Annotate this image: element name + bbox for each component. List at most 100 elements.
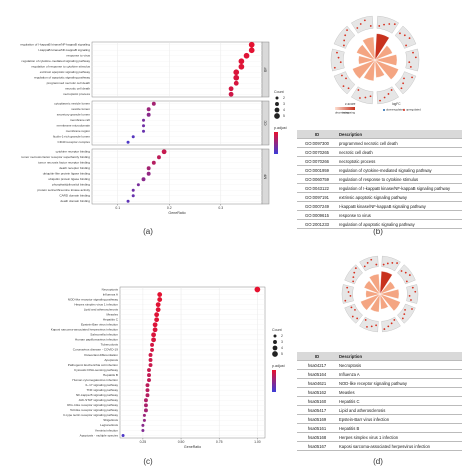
y-tick-label: response to virus xyxy=(66,54,90,58)
table-row: hsa05160 Hepatitis C xyxy=(297,396,462,406)
x-tick-label: 0.2 xyxy=(167,206,172,210)
table-row: hsa05417 Lipid and atherosclerosis xyxy=(297,405,462,415)
circle-term-band xyxy=(351,15,374,34)
table-cell: GO:0070266 xyxy=(297,156,337,166)
circle-gene-dot xyxy=(337,56,340,59)
circle-term-band xyxy=(359,255,379,272)
y-tick-label: Influenza A xyxy=(103,292,119,296)
circle-gene-dot xyxy=(369,25,372,27)
size-legend-label: 4 xyxy=(283,108,285,112)
circle-term-band xyxy=(376,86,399,105)
circle-gene-dot xyxy=(352,276,355,279)
table-cell: GO:0043122 xyxy=(297,183,337,193)
table-cell: GO:2001233 xyxy=(297,219,337,229)
circle-gene-dot xyxy=(383,96,386,99)
circle-gene-dot xyxy=(351,315,354,318)
circle-gene-dot xyxy=(396,262,398,264)
table-row: GO:0043122 regulation of I-kappaB kinase/… xyxy=(297,183,462,193)
y-tick-label: NOD-like receptor signaling pathway xyxy=(68,297,119,301)
dot xyxy=(142,124,146,128)
y-tick-label: Necroptosis xyxy=(102,287,119,291)
y-tick-label: ubiquitin protein ligase binding xyxy=(48,177,90,181)
circle-gene-dot xyxy=(401,317,404,320)
table-cell: extrinsic apoptotic signaling pathway xyxy=(337,192,462,202)
circle-gene-dot xyxy=(400,87,403,90)
legend-label: upregulated xyxy=(406,108,421,112)
dot xyxy=(121,433,125,437)
circle-gene-dot xyxy=(403,34,406,37)
dot xyxy=(131,135,135,139)
table-cell: programmed necrotic cell death xyxy=(337,138,462,148)
circle-gene-dot xyxy=(357,89,360,91)
table-row: GO:2001233 regulation of apoptotic signal… xyxy=(297,219,462,229)
dot xyxy=(228,86,234,92)
size-legend-label: 3 xyxy=(281,340,283,344)
panel-label: (d) xyxy=(373,457,383,466)
table-cell: Hepatitis B xyxy=(337,423,462,433)
circle-gene-dot xyxy=(411,76,413,79)
circle-gene-dot xyxy=(375,263,378,266)
table-header-row: ID Description xyxy=(297,130,462,139)
y-tick-label: Hepatitis C xyxy=(103,318,119,322)
color-bar xyxy=(272,370,276,392)
table-cell: NOD-like receptor signaling pathway xyxy=(337,378,462,388)
table-cell: Influenza A xyxy=(337,369,462,379)
y-tick-label: necrotic cell death xyxy=(65,87,90,91)
table-cell: response to virus xyxy=(337,210,462,220)
dot xyxy=(131,188,135,192)
circle-gene-dot xyxy=(379,99,381,102)
y-tick-label: Hepatitis B xyxy=(103,373,118,377)
y-tick-label: JAK-STAT signaling pathway xyxy=(78,398,118,402)
dot xyxy=(147,373,151,378)
circle-gene-dot xyxy=(356,27,359,29)
y-tick-label: I-kappaB kinase/NF-kappaB signaling xyxy=(38,48,90,52)
circle-gene-dot xyxy=(403,77,405,80)
circle-term-band xyxy=(341,284,354,304)
circle-gene-dot xyxy=(383,328,386,330)
y-tick-label: cytokine receptor binding xyxy=(56,150,91,154)
y-tick-label: secretory granule lumen xyxy=(57,113,90,117)
table-row: GO:0070265 necrotic cell death xyxy=(297,147,462,157)
circle-gene-dot xyxy=(404,308,406,311)
y-tick-label: Yersinia infection xyxy=(95,428,119,432)
circle-gene-dot xyxy=(366,262,369,264)
table-cell: regulation of I-kappaB kinase/NF-kappaB … xyxy=(337,183,462,193)
circle-term-band xyxy=(406,284,419,304)
facet-strip xyxy=(261,41,270,98)
circle-term-band xyxy=(333,71,356,95)
table-header-cell: Description xyxy=(337,352,462,361)
size-legend-label: 3 xyxy=(283,102,285,106)
dot xyxy=(131,194,135,198)
table-cell: GO:0097300 xyxy=(297,138,337,148)
circle-gene-dot xyxy=(388,23,391,25)
circle-gene-dot xyxy=(343,44,345,47)
dot xyxy=(161,149,167,155)
dot xyxy=(157,155,161,160)
table-cell: necrotic cell death xyxy=(337,147,462,157)
table-cell: regulation of apoptotic signaling pathwa… xyxy=(337,219,462,229)
table-row: hsa04621 NOD-like receptor signaling path… xyxy=(297,378,462,388)
y-tick-label: Lipid and atherosclerosis xyxy=(84,307,119,311)
size-legend-label: 2 xyxy=(281,334,283,338)
y-tick-label: regulation of response to cytokine stimu… xyxy=(32,65,91,69)
dot xyxy=(238,58,245,65)
legend-dot xyxy=(383,109,385,111)
legend-label: increasing xyxy=(342,111,355,115)
x-tick-label: 0.75 xyxy=(216,440,223,444)
table-cell: hsa05160 xyxy=(297,396,337,406)
table-cell: regulation of response to cytokine stimu… xyxy=(337,174,462,184)
circle-term-band xyxy=(405,48,420,72)
size-legend-dot xyxy=(274,107,280,113)
dot xyxy=(248,47,255,54)
circle-gene-dot xyxy=(356,317,359,320)
x-tick-label: 0.50 xyxy=(178,440,185,444)
table-cell: hsa05164 xyxy=(297,369,337,379)
circle-gene-dot xyxy=(414,290,417,293)
table-row: GO:0097300 programmed necrotic cell death xyxy=(297,138,462,148)
legend-title: z-score xyxy=(345,102,356,106)
size-legend-dot xyxy=(275,102,279,106)
table-cell: Lipid and atherosclerosis xyxy=(337,405,462,415)
facet-strip xyxy=(261,148,270,205)
size-legend-label: 2 xyxy=(283,96,285,100)
